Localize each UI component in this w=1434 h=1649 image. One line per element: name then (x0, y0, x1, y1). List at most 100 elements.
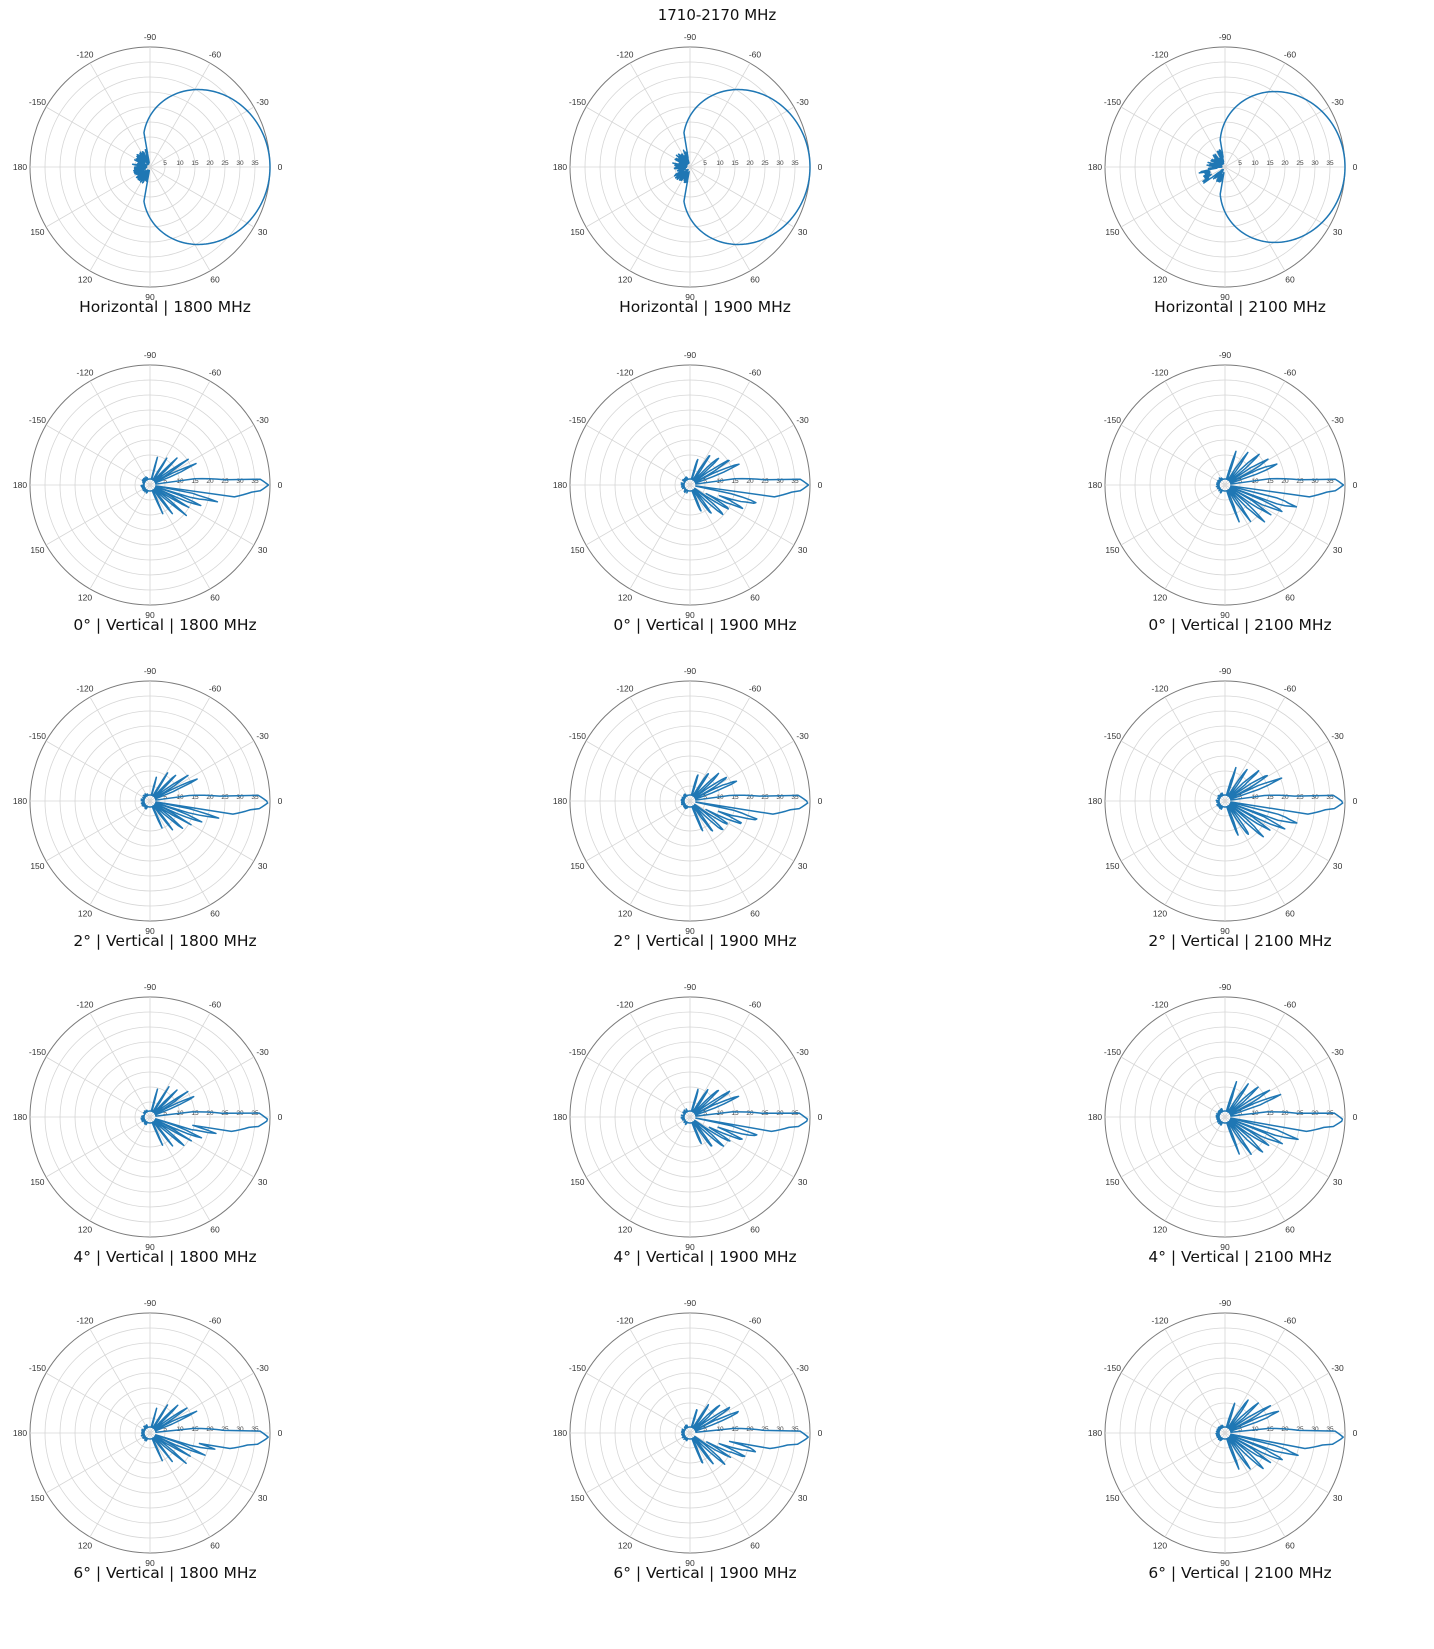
angle-tick-label: 90 (145, 926, 155, 936)
grid-spoke (45, 106, 151, 168)
angle-tick-label: -120 (616, 683, 633, 693)
polar-chart-4: 0 30 60 90 120 150 180 -150 -120 -90 -60 -30 35 30 25 2… (0, 320, 330, 645)
grid-spoke (585, 484, 691, 546)
angle-tick-label: 180 (1088, 480, 1102, 490)
polar-chart-9: 0 30 60 90 120 150 180 -150 -120 -90 -60 -30 35 30 25 2… (1075, 636, 1405, 961)
angle-tick-label: 60 (1285, 909, 1295, 919)
grid-spoke (45, 484, 151, 546)
angle-tick-label: 90 (1220, 1242, 1230, 1252)
radial-tick-label: 10 (1251, 794, 1259, 801)
grid-spoke (45, 800, 151, 862)
radial-tick-label: 5 (163, 478, 167, 485)
angle-tick-label: 150 (570, 227, 584, 237)
radial-tick-label: 35 (1326, 160, 1334, 167)
grid-spoke (689, 166, 751, 272)
radial-tick-label: 15 (191, 160, 199, 167)
angle-tick-label: -150 (29, 1363, 46, 1373)
grid-spoke (629, 484, 691, 590)
grid-spoke (1120, 1432, 1226, 1494)
angle-tick-label: -150 (1104, 1047, 1121, 1057)
angle-tick-label: -30 (796, 415, 809, 425)
polar-plot: 0306090120150180-150-120-90-60-303530252… (1088, 350, 1358, 620)
grid-spoke (629, 1116, 691, 1222)
grid-spoke (89, 1012, 151, 1118)
pattern-trace (680, 1088, 809, 1147)
angle-tick-label: -90 (684, 350, 697, 360)
angle-tick-label: 120 (78, 275, 92, 285)
grid-spoke (149, 106, 255, 168)
radial-tick-label: 35 (251, 160, 259, 167)
radial-tick-label: 5 (1238, 478, 1242, 485)
radial-tick-label: 20 (206, 794, 214, 801)
grid-spoke (689, 484, 751, 590)
angle-tick-label: -30 (796, 1047, 809, 1057)
grid-spoke (1164, 1116, 1226, 1222)
grid-spoke (585, 1116, 691, 1178)
angle-tick-label: -150 (569, 1363, 586, 1373)
radial-tick-label: 20 (206, 1110, 214, 1117)
grid-spoke (629, 696, 691, 802)
grid-spoke (45, 1372, 151, 1434)
polar-plot: 0306090120150180-150-120-90-60-303530252… (1088, 666, 1358, 936)
angle-tick-label: 120 (78, 1541, 92, 1551)
chart-caption: 0° | Vertical | 1800 MHz (73, 616, 257, 634)
angle-tick-label: -60 (209, 999, 222, 1009)
chart-caption: 4° | Vertical | 2100 MHz (1148, 1248, 1332, 1266)
grid-spoke (89, 696, 151, 802)
angle-tick-label: 180 (1088, 162, 1102, 172)
angle-tick-label: 0 (818, 796, 823, 806)
angle-tick-label: 120 (618, 1225, 632, 1235)
angle-tick-label: -90 (144, 350, 157, 360)
angle-tick-label: 0 (278, 796, 283, 806)
angle-tick-label: 30 (798, 1493, 808, 1503)
radial-tick-label: 5 (703, 794, 707, 801)
angle-tick-label: 30 (258, 227, 268, 237)
angle-tick-label: -30 (796, 97, 809, 107)
polar-chart-14: 0 30 60 90 120 150 180 -150 -120 -90 -60 -30 35 30 25 2… (540, 1268, 870, 1593)
grid-spoke (629, 1328, 691, 1434)
chart-caption: 6° | Vertical | 1800 MHz (73, 1564, 257, 1582)
angle-tick-label: -60 (749, 1315, 762, 1325)
radial-tick-label: 35 (1326, 1426, 1334, 1433)
grid-spoke (149, 1116, 255, 1178)
grid-spoke (89, 484, 151, 590)
angle-tick-label: -90 (684, 982, 697, 992)
angle-tick-label: 180 (13, 162, 27, 172)
angle-tick-label: -30 (1331, 1363, 1344, 1373)
pattern-trace (1198, 90, 1346, 244)
polar-plot: 0306090120150180-150-120-90-60-303530252… (13, 666, 283, 936)
chart-caption: 6° | Vertical | 1900 MHz (613, 1564, 797, 1582)
angle-tick-label: -120 (616, 367, 633, 377)
radial-tick-label: 35 (251, 1426, 259, 1433)
polar-plot: 0306090120150180-150-120-90-60-303530252… (13, 982, 283, 1252)
angle-tick-label: -60 (209, 1315, 222, 1325)
angle-tick-label: 150 (1105, 1177, 1119, 1187)
angle-tick-label: 120 (618, 593, 632, 603)
angle-tick-label: 0 (1353, 796, 1358, 806)
radial-tick-label: 15 (191, 478, 199, 485)
pattern-trace (680, 455, 810, 516)
radial-tick-label: 30 (236, 478, 244, 485)
angle-tick-label: 120 (1153, 909, 1167, 919)
radial-tick-label: 25 (221, 1426, 229, 1433)
angle-tick-label: -60 (749, 367, 762, 377)
angle-tick-label: 90 (1220, 292, 1230, 302)
angle-tick-label: 30 (1333, 545, 1343, 555)
grid-spoke (89, 800, 151, 906)
radial-tick-label: 10 (176, 794, 184, 801)
angle-tick-label: 30 (798, 1177, 808, 1187)
polar-plot: 0306090120150180-150-120-90-60-303530252… (1088, 982, 1358, 1252)
radial-tick-label: 5 (1238, 1426, 1242, 1433)
pattern-trace (1215, 450, 1345, 523)
angle-tick-label: -150 (1104, 97, 1121, 107)
chart-caption: 4° | Vertical | 1800 MHz (73, 1248, 257, 1266)
angle-tick-label: -120 (1151, 1315, 1168, 1325)
angle-tick-label: 90 (1220, 610, 1230, 620)
angle-tick-label: -60 (1284, 1315, 1297, 1325)
radial-tick-label: 5 (163, 160, 167, 167)
polar-chart-8: 0 30 60 90 120 150 180 -150 -120 -90 -60 -30 35 30 25 2… (540, 636, 870, 961)
angle-tick-label: -60 (749, 49, 762, 59)
radial-tick-label: 15 (731, 794, 739, 801)
angle-tick-label: -120 (76, 1315, 93, 1325)
